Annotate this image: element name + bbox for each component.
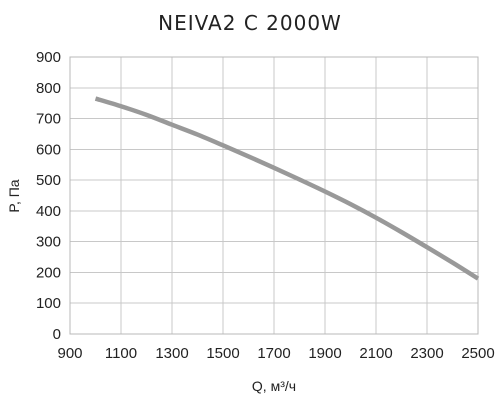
grid — [69, 56, 479, 335]
x-tick-label: 1300 — [155, 345, 188, 362]
x-tick-label: 2500 — [461, 345, 494, 362]
y-tick-label: 200 — [36, 264, 61, 281]
x-tick-label: 1900 — [308, 345, 341, 362]
x-axis-label: Q, м³/ч — [252, 378, 296, 394]
y-tick-label: 400 — [36, 203, 61, 220]
y-tick-label: 600 — [36, 141, 61, 158]
y-tick-label: 900 — [36, 49, 61, 66]
y-tick-label: 300 — [36, 234, 61, 251]
y-axis-ticks: 0 100 200 300 400 500 600 700 800 900 — [36, 49, 61, 343]
x-tick-label: 1700 — [257, 345, 290, 362]
y-tick-label: 700 — [36, 111, 61, 128]
x-tick-label: 900 — [57, 345, 82, 362]
plot-frame — [69, 56, 479, 335]
series-layer — [94, 96, 480, 281]
chart-title: NEIVA2 C 2000W — [158, 11, 342, 35]
y-tick-label: 800 — [36, 80, 61, 97]
x-tick-label: 2100 — [359, 345, 392, 362]
x-tick-label: 2300 — [410, 345, 443, 362]
y-axis-label: P, Па — [6, 179, 22, 212]
x-tick-label: 1500 — [206, 345, 239, 362]
x-axis-ticks: 900 1100 1300 1500 1700 1900 2100 2300 2500 — [57, 345, 494, 362]
y-tick-label: 0 — [53, 326, 61, 343]
series-line — [94, 96, 480, 281]
y-tick-label: 500 — [36, 172, 61, 189]
x-tick-label: 1100 — [105, 345, 137, 362]
y-tick-label: 100 — [36, 295, 61, 312]
